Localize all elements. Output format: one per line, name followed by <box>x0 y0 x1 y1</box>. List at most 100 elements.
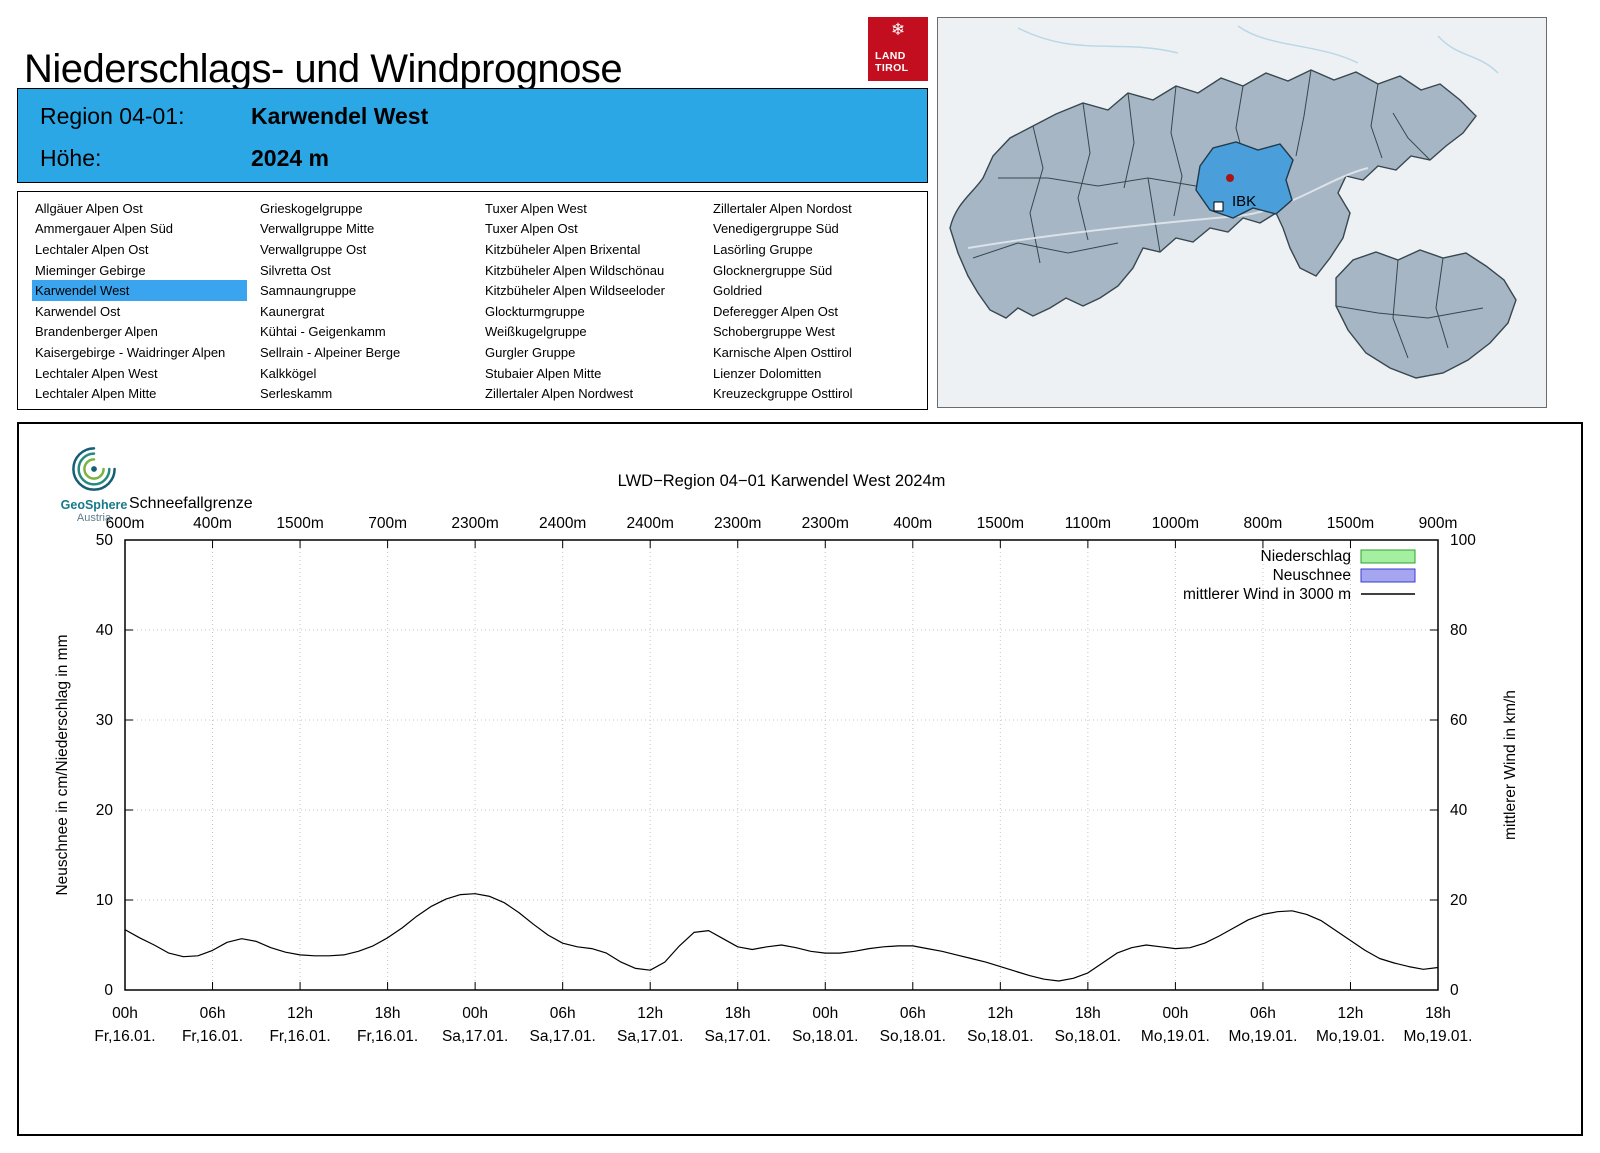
x-tick-hour: 12h <box>987 1005 1013 1022</box>
region-list-item[interactable]: Glocknergruppe Süd <box>713 262 833 278</box>
region-list-item[interactable]: Tuxer Alpen Ost <box>485 221 578 237</box>
region-list-item[interactable]: Ammergauer Alpen Süd <box>35 221 174 237</box>
region-list-item[interactable]: Lechtaler Alpen Ost <box>35 241 149 257</box>
region-list-item[interactable]: Weißkugelgruppe <box>485 324 587 340</box>
page-title: Niederschlags- und Windprognose <box>24 46 623 91</box>
plot-border <box>124 539 1439 991</box>
y-tick-right: 20 <box>1450 892 1468 909</box>
region-list-item[interactable]: Kitzbüheler Alpen Wildschönau <box>485 262 665 278</box>
x-tick-hour: 12h <box>637 1005 663 1022</box>
region-list-item[interactable]: Kreuzeckgruppe Osttirol <box>713 386 853 402</box>
forecast-chart-panel: GeoSphere Austria 00h Fr,16.01. 600m 06h Fr,… <box>17 422 1583 1136</box>
ibk-station-marker <box>1213 201 1224 212</box>
x-tick-hour: 00h <box>462 1005 488 1022</box>
region-list-item[interactable]: Karwendel West <box>32 280 247 301</box>
legend-swatch <box>1360 568 1416 583</box>
region-list-item[interactable]: Verwallgruppe Ost <box>260 241 367 257</box>
x-tick-hour: 12h <box>1338 1005 1364 1022</box>
geosphere-logo: GeoSphere Austria <box>55 446 133 524</box>
region-list-item[interactable]: Venedigergruppe Süd <box>713 221 839 237</box>
region-list-item[interactable]: Karwendel Ost <box>35 303 121 319</box>
region-list-item[interactable]: Kaunergrat <box>260 303 325 319</box>
wind-line <box>124 893 1439 982</box>
x-tick-date: Fr,16.01. <box>357 1028 418 1045</box>
legend-label: Niederschlag <box>1261 548 1351 565</box>
region-list-item[interactable]: Samnaungruppe <box>260 283 357 299</box>
region-list-item[interactable]: Kitzbüheler Alpen Brixental <box>485 241 641 257</box>
region-list-item[interactable]: Allgäuer Alpen Ost <box>35 200 143 216</box>
x-tick-hour: 00h <box>112 1005 138 1022</box>
region-list-item[interactable]: Kalkkögel <box>260 365 317 381</box>
region-list-item[interactable]: Kaisergebirge - Waidringer Alpen <box>35 344 226 360</box>
snowline-value: 2300m <box>451 515 498 532</box>
region-list-item[interactable]: Lienzer Dolomitten <box>713 365 822 381</box>
y-tick-left: 10 <box>96 892 114 909</box>
x-tick-date: So,18.01. <box>880 1028 946 1045</box>
x-tick-hour: 12h <box>287 1005 313 1022</box>
x-tick-date: Mo,19.01. <box>1316 1028 1385 1045</box>
region-list-item[interactable]: Goldried <box>713 283 763 299</box>
district-boundaries <box>972 69 1431 264</box>
y-tick-right: 60 <box>1450 712 1468 729</box>
geosphere-name: GeoSphere <box>60 498 128 512</box>
x-tick-date: Sa,17.01. <box>529 1028 595 1045</box>
region-list-item[interactable]: Stubaier Alpen Mitte <box>485 365 602 381</box>
x-tick-date: Fr,16.01. <box>269 1028 330 1045</box>
region-header: Region 04-01: Karwendel West Höhe: 2024 m <box>17 88 928 183</box>
logo-line-2: TIROL <box>875 62 909 75</box>
legend-label: Neuschnee <box>1273 567 1351 584</box>
right-axis-label: mittlerer Wind in km/h <box>1502 690 1519 840</box>
region-list-item[interactable]: Kühtai - Geigenkamm <box>260 324 386 340</box>
forecast-chart: 00h Fr,16.01. 600m 06h Fr,16.01. 400m 12h Fr,16… <box>54 472 1519 1045</box>
region-list-item[interactable]: Mieminger Gebirge <box>35 262 146 278</box>
region-list-item[interactable]: Verwallgruppe Mitte <box>260 221 375 237</box>
region-selector-list: Allgäuer Alpen Ost Ammergauer Alpen Süd Le… <box>17 191 928 410</box>
x-tick-date: Fr,16.01. <box>94 1028 155 1045</box>
region-list-item[interactable]: Sellrain - Alpeiner Berge <box>260 344 401 360</box>
y-tick-right: 80 <box>1450 622 1468 639</box>
snowline-value: 2400m <box>539 515 586 532</box>
snowline-value: 1500m <box>276 515 323 532</box>
region-list-item[interactable]: Zillertaler Alpen Nordost <box>713 200 852 216</box>
y-tick-left: 0 <box>104 982 113 999</box>
region-list-item[interactable]: Deferegger Alpen Ost <box>713 303 839 319</box>
region-list-item[interactable]: Brandenberger Alpen <box>35 324 158 340</box>
region-list-item[interactable]: Grieskogelgruppe <box>260 200 363 216</box>
region-list-item[interactable]: Lechtaler Alpen Mitte <box>35 386 157 402</box>
snowline-value: 2400m <box>626 515 673 532</box>
y-tick-left: 50 <box>96 532 114 549</box>
x-tick-hour: 06h <box>900 1005 926 1022</box>
region-list-item[interactable]: Gurgler Gruppe <box>485 344 576 360</box>
ibk-marker-label: IBK <box>1232 193 1256 210</box>
y-tick-left: 30 <box>96 712 114 729</box>
y-tick-left: 40 <box>96 622 114 639</box>
geosphere-sub: Austria <box>76 512 112 524</box>
left-axis-label: Neuschnee in cm/Niederschlag in mm <box>54 634 71 895</box>
region-list-item[interactable]: Lasörling Gruppe <box>713 241 813 257</box>
x-tick-date: Sa,17.01. <box>442 1028 508 1045</box>
region-list-item[interactable]: Glockturmgruppe <box>485 303 585 319</box>
y-tick-right: 0 <box>1450 982 1459 999</box>
x-tick-date: Sa,17.01. <box>617 1028 683 1045</box>
x-tick-hour: 18h <box>1075 1005 1101 1022</box>
region-list-item[interactable]: Silvretta Ost <box>260 262 331 278</box>
region-label: Region 04-01: <box>40 103 185 129</box>
region-list-item[interactable]: Lechtaler Alpen West <box>35 365 158 381</box>
snowflake-icon: ❄ <box>890 20 906 39</box>
map-region-east-tirol[interactable] <box>1335 249 1517 379</box>
x-tick-hour: 18h <box>375 1005 401 1022</box>
x-tick-date: So,18.01. <box>1055 1028 1121 1045</box>
snowline-value: 700m <box>368 515 407 532</box>
x-tick-date: Mo,19.01. <box>1404 1028 1473 1045</box>
legend-swatch <box>1360 549 1416 564</box>
x-tick-date: Mo,19.01. <box>1228 1028 1297 1045</box>
snowline-value: 1500m <box>1327 515 1374 532</box>
region-list-item[interactable]: Serleskamm <box>260 386 333 402</box>
region-list-item[interactable]: Kitzbüheler Alpen Wildseeloder <box>485 283 665 299</box>
region-list-item[interactable]: Tuxer Alpen West <box>485 200 587 216</box>
inn-valley-line <box>967 167 1369 249</box>
region-list-item[interactable]: Karnische Alpen Osttirol <box>713 344 852 360</box>
region-list-item[interactable]: Zillertaler Alpen Nordwest <box>485 386 634 402</box>
region-list-item[interactable]: Schobergruppe West <box>713 324 835 340</box>
x-tick-hour: 06h <box>1250 1005 1276 1022</box>
